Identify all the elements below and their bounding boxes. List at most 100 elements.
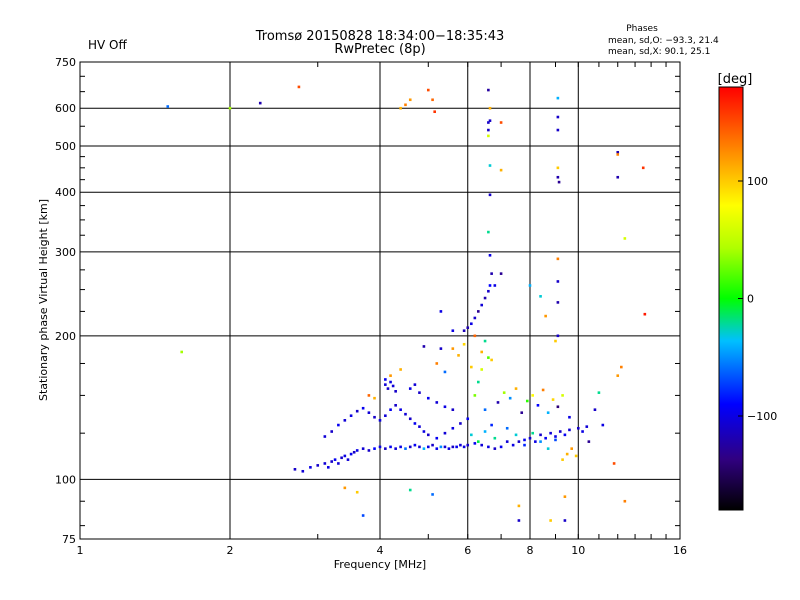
data-point: [511, 443, 515, 447]
data-point: [422, 447, 426, 450]
data-point: [623, 237, 627, 240]
data-point: [502, 391, 506, 394]
data-point: [352, 450, 356, 454]
y-axis-ticks: 75 100 200 300 400 500 600 750: [55, 56, 680, 546]
data-points: [166, 85, 647, 522]
data-point: [616, 153, 620, 156]
data-point: [565, 452, 569, 456]
data-point: [343, 486, 347, 490]
data-point: [330, 430, 334, 433]
data-point: [544, 436, 547, 440]
data-point: [483, 339, 487, 343]
data-point: [426, 445, 430, 449]
data-point: [330, 460, 334, 463]
data-point: [574, 454, 578, 458]
data-point: [399, 445, 402, 449]
data-point: [523, 443, 526, 447]
data-point: [557, 180, 561, 184]
data-point: [431, 443, 434, 447]
data-point: [316, 464, 320, 467]
data-point: [487, 134, 490, 138]
data-point: [523, 438, 526, 442]
data-point: [488, 253, 492, 257]
data-point: [470, 322, 473, 326]
chart-title-line2: RwPretec (8p): [334, 42, 425, 57]
data-point: [581, 430, 584, 433]
data-point: [528, 284, 532, 287]
data-point: [593, 408, 597, 412]
data-point: [488, 193, 492, 197]
data-point: [496, 401, 500, 404]
y-axis-label: Stationary phase Virtual Height [km]: [37, 199, 50, 401]
data-point: [531, 431, 534, 435]
data-point: [340, 456, 343, 460]
data-point: [384, 383, 387, 386]
data-point: [443, 370, 447, 374]
data-point: [394, 390, 397, 393]
data-point: [554, 435, 557, 438]
chart-title-line1: Tromsø 20150828 18:34:00−18:35:43: [255, 29, 505, 44]
data-point: [466, 326, 470, 329]
y-tick-label: 400: [55, 186, 76, 199]
data-point: [499, 121, 503, 124]
data-point: [477, 310, 480, 313]
data-point: [343, 454, 347, 458]
data-point: [399, 408, 402, 412]
data-point: [546, 411, 550, 414]
data-point: [556, 301, 560, 304]
data-point: [499, 272, 503, 275]
x-tick-label: 16: [673, 544, 687, 557]
data-point: [422, 345, 426, 348]
data-point: [389, 374, 392, 377]
data-point: [180, 350, 184, 354]
data-point: [443, 445, 447, 449]
data-point: [378, 419, 382, 422]
data-point: [426, 433, 430, 437]
data-point: [549, 519, 552, 522]
data-point: [620, 365, 623, 369]
data-point: [466, 417, 470, 421]
phase-stats-title: Phases: [626, 24, 658, 34]
data-point: [539, 433, 542, 437]
data-point: [612, 462, 616, 465]
data-point: [616, 374, 620, 377]
data-point: [556, 405, 560, 409]
data-point: [404, 447, 407, 450]
data-point: [413, 383, 417, 386]
data-point: [373, 447, 376, 450]
data-point: [570, 447, 573, 450]
colorbar-tick-label: −100: [747, 410, 777, 423]
y-tick-label: 100: [55, 473, 76, 486]
data-point: [487, 356, 490, 359]
data-point: [473, 442, 477, 445]
y-tick-label: 750: [55, 56, 76, 69]
data-point: [643, 312, 647, 316]
data-point: [408, 98, 412, 102]
data-point: [301, 469, 305, 473]
data-point: [477, 440, 480, 443]
data-point: [426, 88, 430, 92]
data-point: [408, 488, 412, 492]
data-point: [413, 443, 417, 447]
data-point: [623, 499, 627, 503]
x-axis-ticks: 1 2 4 6 8 10 16: [77, 62, 687, 557]
data-point: [466, 443, 470, 447]
data-point: [470, 365, 473, 369]
data-point: [439, 310, 443, 313]
data-point: [531, 394, 534, 397]
data-point: [439, 445, 443, 449]
data-point: [551, 398, 555, 401]
data-point: [514, 433, 518, 437]
data-point: [455, 445, 458, 449]
data-point: [435, 401, 439, 404]
data-point: [641, 166, 645, 170]
x-tick-label: 2: [227, 544, 234, 557]
data-point: [333, 458, 337, 461]
data-point: [483, 430, 487, 433]
data-point: [546, 447, 550, 450]
data-point: [493, 436, 497, 440]
data-point: [490, 272, 493, 275]
colorbar-label: [deg]: [718, 72, 753, 87]
data-point: [418, 391, 421, 394]
data-point: [451, 445, 455, 449]
